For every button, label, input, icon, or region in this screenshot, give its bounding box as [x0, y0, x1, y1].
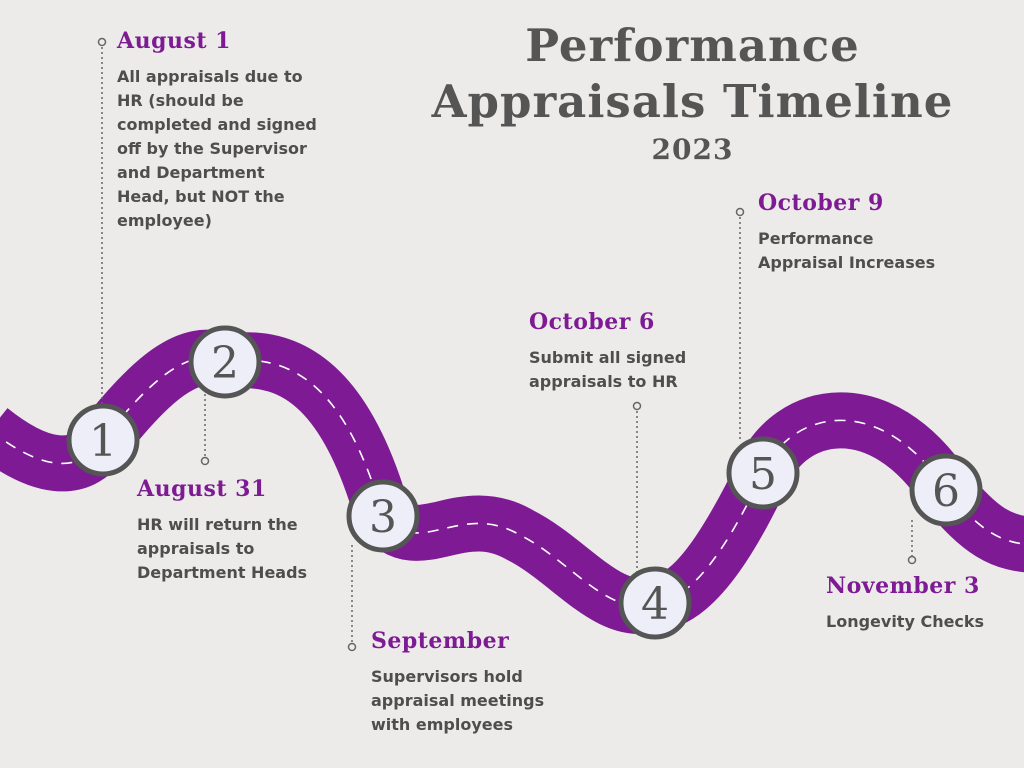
milestone-2-info: August 31 HR will return the appraisals …	[137, 475, 322, 585]
milestone-description: Longevity Checks	[826, 612, 985, 631]
milestone-3-info: September Supervisors hold appraisal mee…	[371, 627, 556, 737]
milestone-6-info: November 3 Longevity Checks	[826, 572, 1011, 634]
timeline-road	[0, 329, 1024, 634]
page-title: Performance Appraisals Timeline 2023	[420, 18, 965, 170]
marker-circle	[618, 566, 692, 640]
connector-dot	[97, 37, 107, 47]
milestone-date: October 6	[529, 309, 655, 335]
milestone-date: October 9	[758, 190, 884, 216]
marker-circle	[909, 453, 983, 527]
milestone-marker-5: 5	[726, 207, 800, 510]
milestone-description: Performance Appraisal Increases	[758, 229, 936, 272]
milestone-5-info: October 9 Performance Appraisal Increase…	[758, 189, 948, 275]
milestone-marker-3: 3	[346, 479, 420, 652]
connector-dot	[735, 207, 745, 217]
marker-number: 4	[641, 579, 669, 630]
milestone-date: August 1	[117, 28, 231, 54]
milestone-4-info: October 6 Submit all signed appraisals t…	[529, 308, 704, 394]
connector-dot	[347, 642, 357, 652]
milestone-description: HR will return the appraisals to Departm…	[137, 515, 308, 582]
connector-dot	[907, 555, 917, 565]
milestone-date: September	[371, 628, 510, 654]
connector-dot	[200, 456, 210, 466]
milestone-description: All appraisals due to HR (should be comp…	[117, 67, 317, 230]
milestone-description: Supervisors hold appraisal meetings with…	[371, 667, 545, 734]
marker-circle	[66, 403, 140, 477]
marker-circle	[346, 479, 420, 553]
marker-number: 2	[211, 338, 239, 389]
milestone-marker-2: 2	[188, 325, 262, 466]
milestone-date: November 3	[826, 573, 980, 599]
title-line-1: Performance	[525, 19, 860, 72]
milestone-date: August 31	[137, 476, 267, 502]
title-line-2: Appraisals Timeline	[431, 75, 954, 128]
marker-number: 6	[932, 466, 960, 517]
marker-circle	[726, 436, 800, 510]
marker-number: 1	[89, 416, 117, 467]
connector-dot	[632, 401, 642, 411]
milestone-1-info: August 1 All appraisals due to HR (shoul…	[117, 27, 317, 233]
title-year: 2023	[651, 133, 734, 166]
milestone-marker-6: 6	[907, 453, 983, 565]
milestone-marker-4: 4	[618, 401, 692, 640]
marker-circle	[188, 325, 262, 399]
marker-number: 5	[749, 449, 777, 500]
milestone-marker-1: 1	[66, 37, 140, 477]
milestone-description: Submit all signed appraisals to HR	[529, 348, 687, 391]
marker-number: 3	[369, 492, 397, 543]
